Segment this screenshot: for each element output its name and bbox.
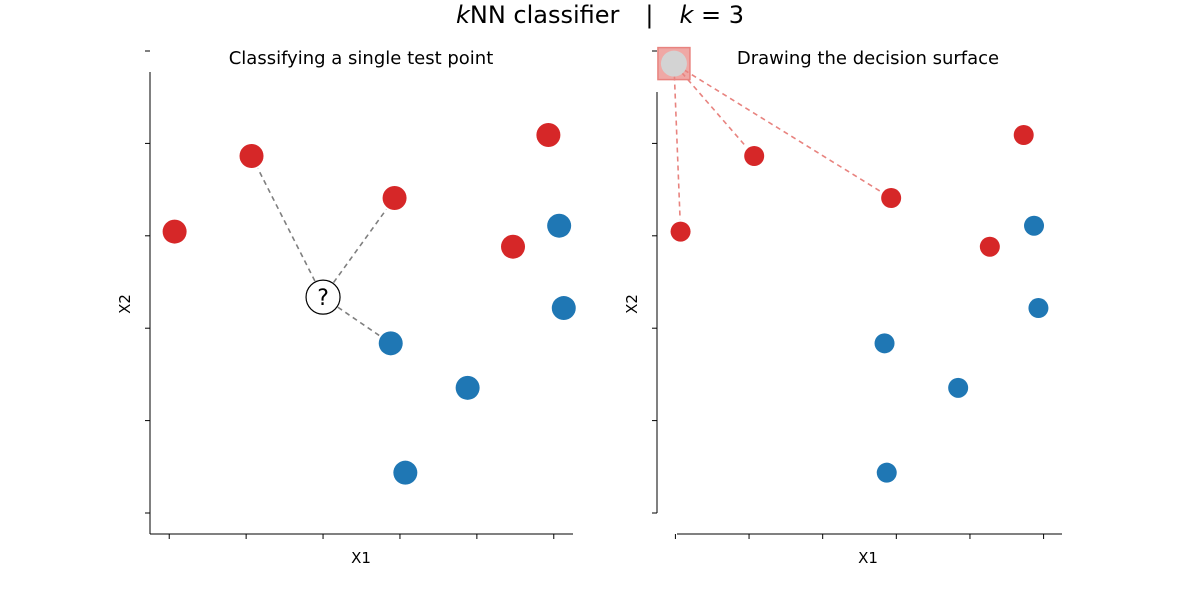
data-point-blue [393, 460, 418, 485]
test-point [305, 279, 341, 315]
title-k-value-var: k [679, 1, 694, 29]
grid-query-point [660, 50, 687, 77]
neighbor-line [681, 72, 747, 148]
data-point-blue [876, 462, 897, 483]
neighbor-line [337, 306, 380, 337]
data-point-red [162, 219, 187, 244]
data-point-red [979, 236, 1000, 257]
data-point-red [239, 144, 264, 168]
title-separator: | [645, 1, 654, 29]
data-point-red [744, 146, 765, 166]
x-axis-label: X1 [351, 549, 371, 567]
data-point-red [1013, 125, 1034, 145]
panel-single-test-point: Classifying a single test point X1 X2 ? [116, 48, 576, 567]
data-point-red [881, 188, 902, 208]
test-point-label: ? [317, 286, 329, 311]
data-point-blue [874, 333, 895, 354]
neighbor-line [257, 168, 316, 282]
figure-title: kNN classifier | k = 3 [0, 0, 1200, 30]
title-k-value: = 3 [693, 1, 745, 29]
x-axis-label: X1 [858, 549, 878, 567]
data-point-blue [547, 213, 572, 238]
y-axis-label: X2 [116, 294, 134, 314]
y-axis-label: X2 [623, 294, 641, 314]
data-point-red [536, 123, 561, 147]
data-point-blue [551, 296, 576, 321]
panel-decision-surface: Drawing the decision surface X1 X2 [623, 46, 1062, 567]
title-k: k [455, 1, 470, 29]
data-point-blue [948, 377, 969, 398]
data-point-red [382, 186, 407, 210]
data-point-blue [1024, 215, 1045, 236]
data-point-red [670, 221, 691, 242]
data-point-blue [455, 375, 480, 400]
data-point-blue [1028, 298, 1049, 319]
data-point-red [501, 234, 526, 259]
neighbor-line [673, 75, 681, 220]
neighbor-line [332, 208, 388, 283]
panel-title: Classifying a single test point [229, 48, 494, 69]
panel-title: Drawing the decision surface [737, 48, 999, 69]
title-text: NN classifier [469, 1, 620, 29]
data-point-blue [378, 331, 403, 356]
neighbor-line [683, 69, 882, 193]
